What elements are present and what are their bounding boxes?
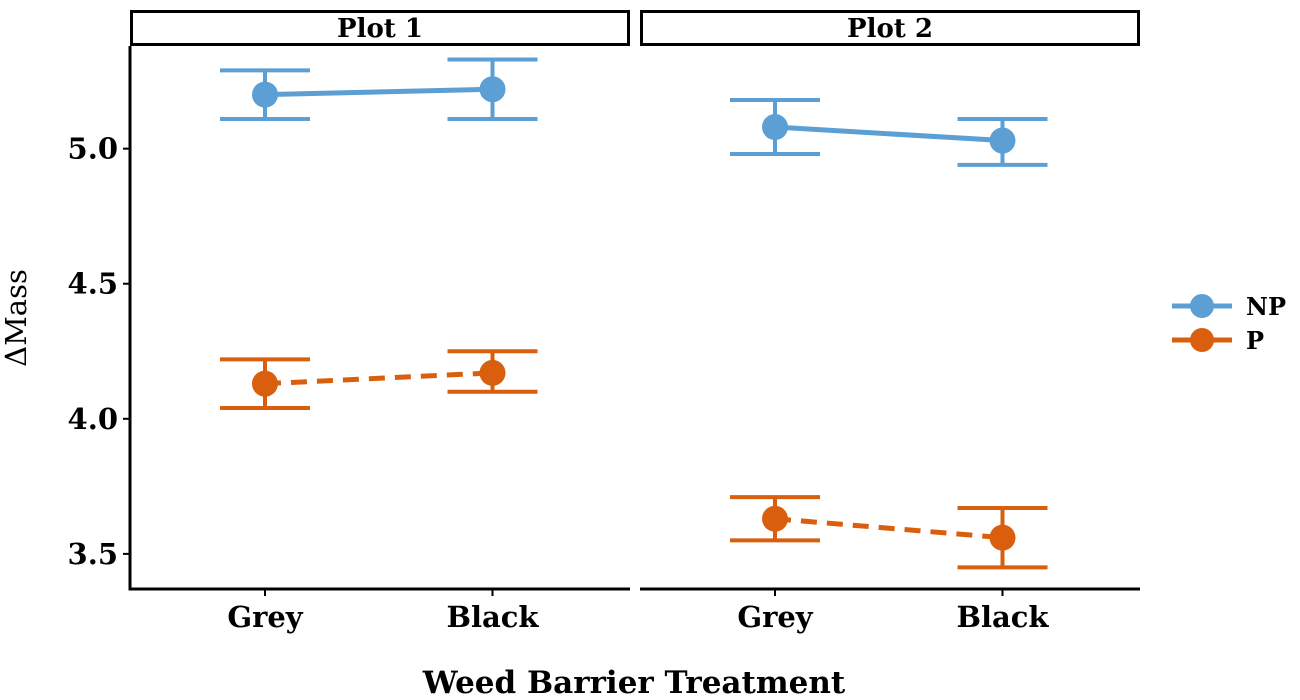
x-tick-label: Grey: [737, 600, 813, 634]
series-line: [774, 516, 1003, 541]
series-np: [730, 98, 1048, 167]
legend-label: NP: [1246, 292, 1286, 321]
data-point: [479, 359, 506, 386]
panel-title: Plot 2: [847, 14, 933, 44]
series-p: [730, 495, 1048, 570]
data-point: [252, 370, 278, 397]
legend-item-np: NP: [1172, 292, 1286, 321]
y-tick-label: 3.5: [68, 537, 118, 571]
legend-item-p: P: [1172, 326, 1264, 355]
data-point: [762, 114, 788, 141]
panels: Plot 1 3.5 4.0 4.5 5.0 Grey Black Plot 2 Grey Bla…: [68, 10, 1140, 634]
x-axis-title: Weed Barrier Treatment: [422, 665, 846, 700]
data-point: [989, 127, 1016, 154]
panel-1: Plot 1 3.5 4.0 4.5 5.0 Grey Black: [68, 10, 630, 634]
y-tick-label: 5.0: [68, 132, 118, 166]
series-line: [264, 86, 493, 98]
y-tick-label: 4.0: [68, 402, 118, 436]
panel-2: Plot 2 Grey Black: [640, 10, 1140, 634]
data-point: [989, 524, 1016, 551]
x-tick-label: Black: [446, 600, 539, 634]
series-line: [264, 370, 493, 387]
panel-strip: [130, 10, 630, 46]
y-axis-title: ΔMass: [0, 269, 33, 367]
data-point: [479, 76, 506, 103]
y-tick-label: 4.5: [68, 267, 118, 301]
data-point: [762, 505, 788, 532]
legend-marker: [1190, 294, 1214, 318]
panel-title: Plot 1: [337, 14, 423, 44]
series-np: [220, 57, 538, 121]
series-p: [220, 349, 538, 410]
x-tick-label: Black: [956, 600, 1049, 634]
legend-label: P: [1246, 326, 1264, 355]
legend: NP P: [1172, 292, 1286, 355]
legend-marker: [1190, 328, 1214, 352]
panel-strip: [640, 10, 1140, 46]
data-point: [252, 81, 278, 108]
series-line: [774, 124, 1003, 144]
x-tick-label: Grey: [227, 600, 303, 634]
